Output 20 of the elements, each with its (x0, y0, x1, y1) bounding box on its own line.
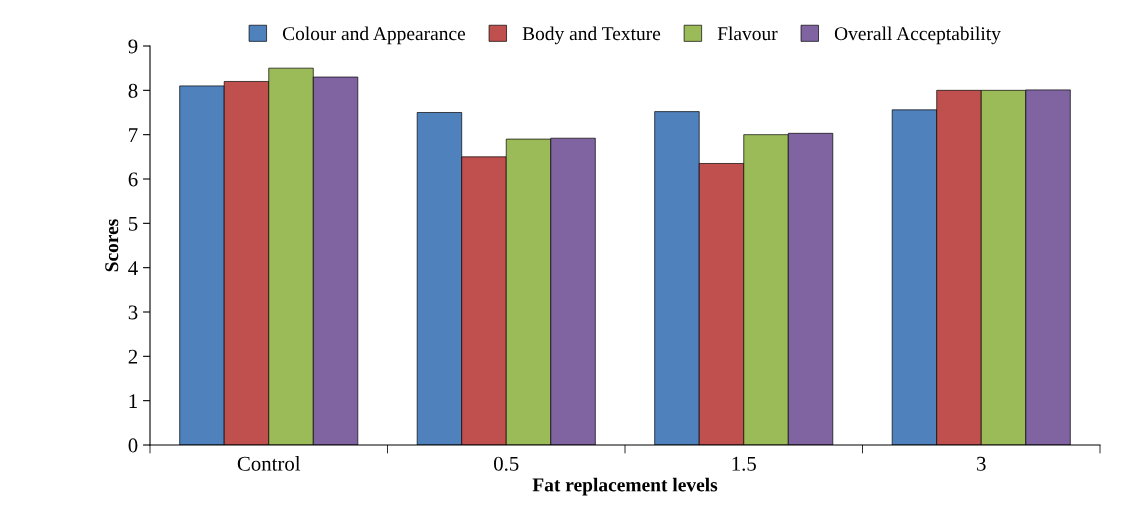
x-tick-label: Control (237, 456, 301, 471)
y-tick-label: 5 (128, 216, 138, 231)
y-tick-label: 0 (128, 438, 138, 453)
y-tick-label: 7 (129, 128, 138, 142)
y-tick-label: 3 (128, 305, 138, 320)
x-tick-label: 1.5 (732, 456, 756, 471)
y-tick-label: 4 (128, 261, 138, 275)
y-tick-label: 9 (128, 39, 138, 54)
legend-label: Body and Texture (522, 26, 661, 45)
x-axis-title: Fat replacement levels (532, 477, 718, 496)
y-tick-label: 8 (128, 83, 138, 98)
legend-label: Overall Acceptability (834, 26, 1001, 45)
y-tick-label: 2 (128, 349, 138, 364)
x-tick-label: 0.5 (494, 456, 519, 471)
y-tick-label: 6 (128, 172, 138, 187)
legend-label: Colour and Appearance (282, 26, 466, 45)
y-axis-title: Scores (105, 219, 119, 272)
x-tick-label: 3 (977, 456, 986, 471)
y-tick-label: 1 (129, 394, 137, 408)
legend-label: Flavour (717, 26, 778, 41)
